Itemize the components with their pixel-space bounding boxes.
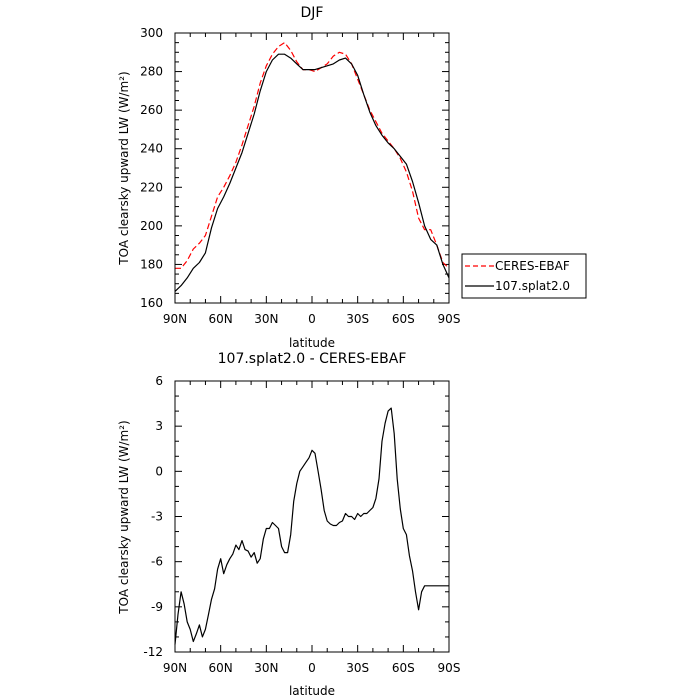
legend-label-model: 107.splat2.0 xyxy=(495,279,570,293)
bottom-x-axis-label: latitude xyxy=(289,684,335,698)
y-tick-label: 0 xyxy=(155,464,163,478)
x-tick-label: 90N xyxy=(163,661,187,675)
x-tick-label: 60N xyxy=(209,312,233,326)
top-x-axis-label: latitude xyxy=(289,336,335,350)
x-tick-label: 60N xyxy=(209,661,233,675)
difference-series-line xyxy=(174,407,449,645)
y-tick-label: 300 xyxy=(140,26,163,40)
y-tick-label: 180 xyxy=(140,257,163,271)
y-tick-label: 280 xyxy=(140,65,163,79)
y-tick-label: 6 xyxy=(155,374,163,388)
x-tick-label: 30S xyxy=(346,312,369,326)
y-tick-label: 260 xyxy=(140,103,163,117)
x-tick-label: 90S xyxy=(438,312,461,326)
top-chart-title: DJF xyxy=(301,5,324,21)
bottom-panel: 107.splat2.0 - CERES-EBAF TOA clearsky u… xyxy=(117,351,460,698)
bottom-axis-ticks: 90N 60N 30N 0 30S 60S 90S -12 -9 -6 -3 0 3 6 xyxy=(143,374,460,675)
x-tick-label: 0 xyxy=(308,661,316,675)
x-tick-label: 90N xyxy=(163,312,187,326)
y-tick-label: -12 xyxy=(143,645,163,659)
bottom-plot-frame xyxy=(174,380,450,653)
x-tick-label: 0 xyxy=(308,312,316,326)
x-tick-label: 30S xyxy=(346,661,369,675)
y-tick-label: 220 xyxy=(140,180,163,194)
x-tick-label: 30N xyxy=(254,312,278,326)
top-series-group xyxy=(174,42,450,292)
107-splat2-0-series-line xyxy=(174,53,450,292)
y-tick-label: -3 xyxy=(151,510,163,524)
legend-label-ceres: CERES-EBAF xyxy=(495,259,570,273)
ceres-ebaf-series-line xyxy=(175,42,450,269)
y-tick-label: 200 xyxy=(140,219,163,233)
y-tick-label: -6 xyxy=(151,555,163,569)
top-panel: DJF TOA clearsky upward LW (W/m²) latitu… xyxy=(117,5,460,350)
x-tick-label: 30N xyxy=(254,661,278,675)
bottom-y-axis-label: TOA clearsky upward LW (W/m²) xyxy=(117,420,131,614)
bottom-series-group xyxy=(174,407,449,645)
y-tick-label: 160 xyxy=(140,296,163,310)
y-tick-label: -9 xyxy=(151,600,163,614)
x-tick-label: 60S xyxy=(392,661,415,675)
x-tick-label: 60S xyxy=(392,312,415,326)
top-legend: CERES-EBAF 107.splat2.0 xyxy=(461,253,587,299)
bottom-chart-title: 107.splat2.0 - CERES-EBAF xyxy=(218,351,407,367)
y-tick-label: 3 xyxy=(155,419,163,433)
top-axis-ticks: 90N 60N 30N 0 30S 60S 90S 160 180 200 220 240 260 280… xyxy=(140,26,460,326)
y-tick-label: 240 xyxy=(140,142,163,156)
top-plot-frame xyxy=(174,32,450,304)
x-tick-label: 90S xyxy=(438,661,461,675)
legend-box xyxy=(461,253,587,299)
top-y-axis-label: TOA clearsky upward LW (W/m²) xyxy=(117,71,131,265)
